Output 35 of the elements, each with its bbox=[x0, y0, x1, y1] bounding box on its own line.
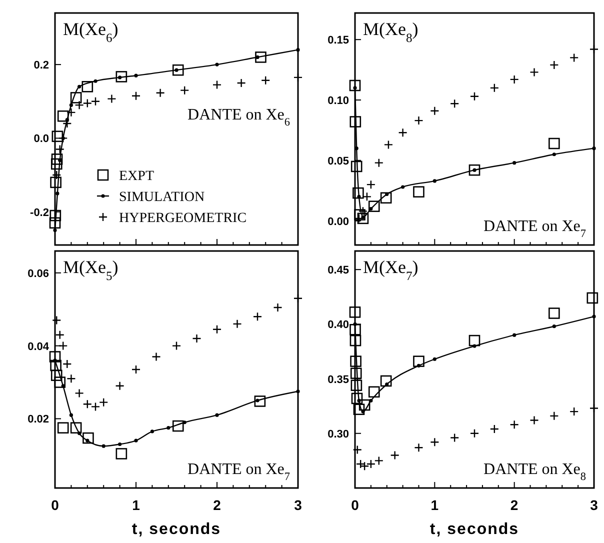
x-tick-label: 1 bbox=[430, 497, 439, 513]
x-tick-label: 0 bbox=[51, 497, 60, 513]
y-tick-label: 0.30 bbox=[328, 428, 349, 440]
text: M(Xe$_{5}$) bbox=[63, 257, 118, 283]
y-tick-label: 0.02 bbox=[28, 414, 49, 426]
x-tick-label: 0 bbox=[351, 497, 360, 513]
y-tick-label: 0.10 bbox=[328, 95, 349, 107]
y-tick-label: 0.00 bbox=[328, 216, 349, 228]
y-tick-label: 0.2 bbox=[34, 60, 49, 72]
text: M(Xe$_{7}$) bbox=[363, 257, 418, 283]
x-tick-label: 1 bbox=[132, 497, 140, 513]
legend-label: EXPT bbox=[119, 169, 154, 184]
annotation: DANTE on Xe$_{7}$ bbox=[188, 461, 290, 483]
y-tick-label: -0.2 bbox=[30, 206, 49, 219]
legend-label: HYPERGEOMETRIC bbox=[119, 211, 247, 226]
x-tick-label: 3 bbox=[294, 497, 302, 513]
legend-label: SIMULATION bbox=[119, 190, 205, 205]
y-tick-label: 0.04 bbox=[28, 340, 50, 353]
annotation: DANTE on Xe$_{6}$ bbox=[188, 106, 290, 129]
x-tick-label: 2 bbox=[510, 497, 518, 513]
y-tick-label: 0.35 bbox=[328, 374, 349, 386]
y-tick-label: 0.0 bbox=[34, 133, 49, 146]
annotation: DANTE on Xe$_{7}$ bbox=[484, 218, 586, 240]
text: M(Xe$_{6}$) bbox=[63, 19, 118, 45]
text: M(Xe$_{8}$) bbox=[363, 19, 418, 45]
y-tick-label: 0.15 bbox=[328, 34, 349, 47]
x-tick-label: 2 bbox=[213, 497, 222, 513]
annotation: DANTE on Xe$_{8}$ bbox=[484, 461, 586, 483]
y-tick-label: 0.45 bbox=[328, 264, 349, 277]
y-tick-label: 0.06 bbox=[28, 268, 49, 280]
x-axis-title: t, seconds bbox=[132, 521, 222, 538]
y-tick-label: 0.40 bbox=[328, 319, 349, 332]
x-axis-title: t, seconds bbox=[430, 521, 520, 538]
y-tick-label: 0.05 bbox=[328, 155, 349, 168]
x-tick-label: 3 bbox=[590, 497, 598, 513]
